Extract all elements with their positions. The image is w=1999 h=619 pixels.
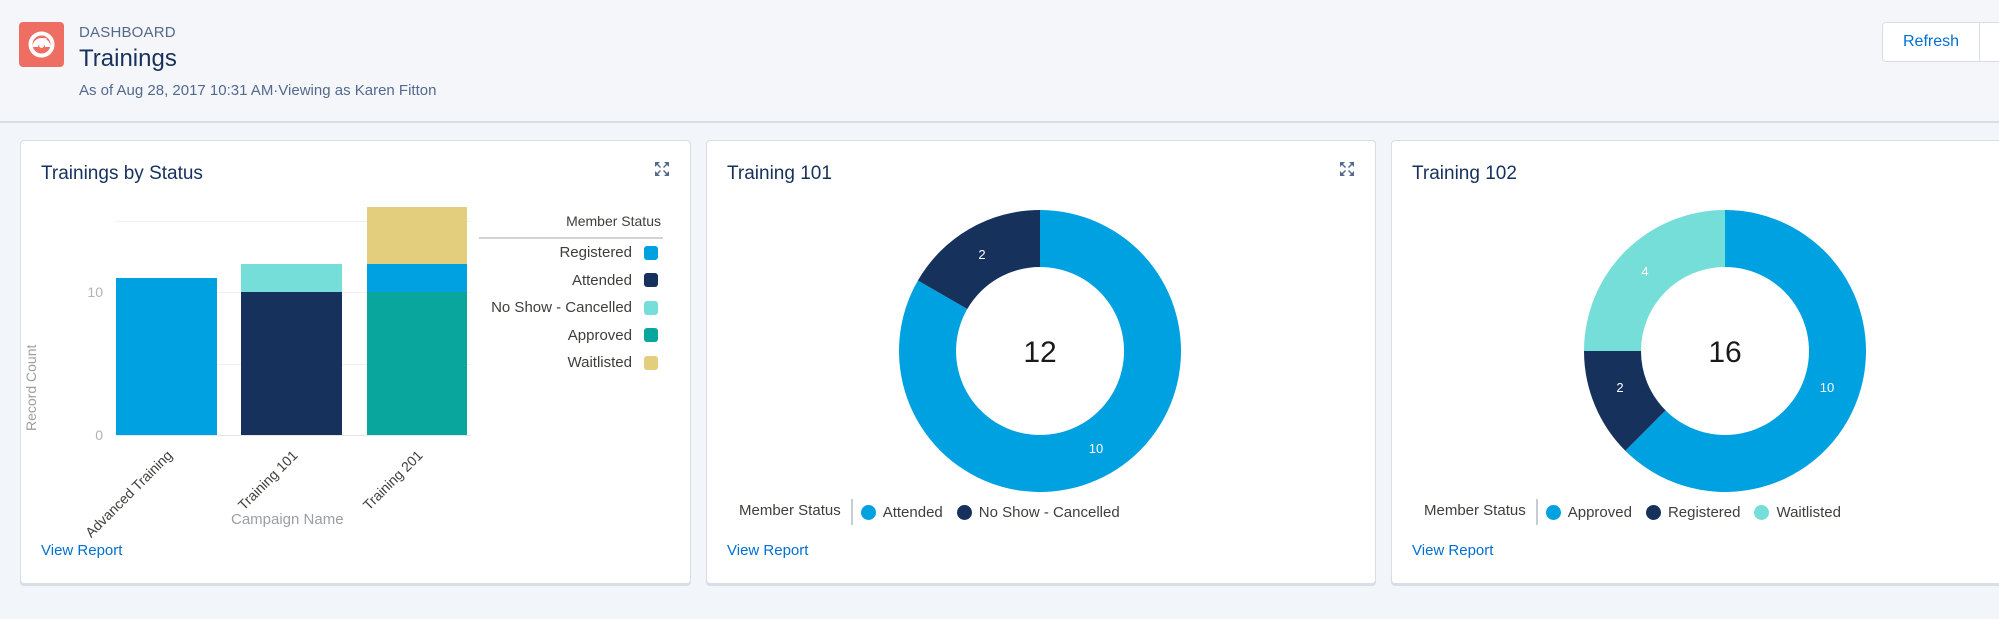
donut-total: 12 [1023,336,1056,369]
chart-legend: Member Status Registered Attended No Sho… [479,213,663,377]
legend-item-attended[interactable]: Attended [479,267,663,295]
legend-item-attended[interactable]: Attended [860,503,943,521]
view-report-link[interactable]: View Report [727,542,809,559]
bar-advanced-training-registered[interactable] [116,278,217,435]
bar-training-201-waitlisted[interactable] [367,207,467,264]
page-title: Trainings [79,45,177,72]
refresh-button[interactable]: Refresh [1883,23,1980,61]
slice-label-waitlisted: 4 [1641,264,1648,279]
legend-item-registered[interactable]: Registered [479,239,663,267]
legend-title: Member Status [1424,499,1538,525]
legend-dot [860,504,876,520]
slice-waitlisted[interactable] [1584,210,1725,351]
component-training-101: Training 101 12 10 2 Member Status Atten… [706,140,1376,584]
slice-attended[interactable] [899,210,1182,492]
card-title: Training 102 [1412,163,1517,184]
y-tick-10: 10 [87,284,103,300]
legend-item-no-show-cancelled[interactable]: No Show - Cancelled [956,503,1120,521]
slice-approved[interactable] [1625,210,1867,493]
legend-label: No Show - Cancelled [491,299,632,317]
view-report-link[interactable]: View Report [41,542,123,559]
legend-dot [1754,504,1770,520]
donut-total: 16 [1708,336,1741,369]
component-trainings-by-status: Trainings by Status Record Count 10 0 Ad… [20,140,691,584]
y-tick-0: 0 [95,427,103,443]
gridline-15 [116,221,471,222]
legend-swatch [644,355,658,370]
legend-swatch [644,245,658,260]
card-title: Trainings by Status [41,163,203,184]
dashboard-gauge-icon [19,22,64,67]
card-title: Training 101 [727,163,832,184]
legend-item-approved[interactable]: Approved [1545,503,1632,521]
legend-label: Waitlisted [1776,503,1841,521]
slice-label-attended: 10 [1089,441,1103,456]
legend-label: Approved [567,326,632,344]
page-header: DASHBOARD Trainings As of Aug 28, 2017 1… [0,0,1999,123]
donut-chart: 12 10 2 [899,210,1182,492]
slice-label-registered: 2 [1616,380,1623,395]
legend-label: Waitlisted [567,354,632,372]
chart-legend: Member Status Attended No Show - Cancell… [739,499,1134,525]
legend-dot [1645,504,1661,520]
legend-swatch [644,300,658,315]
legend-title: Member Status [739,499,853,525]
gridline-0 [116,435,471,436]
slice-no-show-cancelled[interactable] [917,210,1040,309]
legend-dot [956,504,972,520]
slice-registered[interactable] [1584,351,1666,451]
legend-label: Approved [1567,503,1632,521]
legend-label: Attended [571,271,632,289]
y-axis-title: Record Count [23,344,39,431]
page-type-label: DASHBOARD [79,24,176,41]
legend-item-waitlisted[interactable]: Waitlisted [1754,503,1841,521]
x-axis-title: Campaign Name [231,511,344,528]
legend-title: Member Status [479,213,663,239]
bar-training-101-attended[interactable] [241,292,342,435]
view-report-link[interactable]: View Report [1412,542,1494,559]
more-actions-button[interactable] [1979,23,1999,61]
legend-item-no-show-cancelled[interactable]: No Show - Cancelled [479,294,663,322]
legend-label: Registered [559,244,632,262]
legend-label: No Show - Cancelled [978,503,1120,521]
legend-label: Attended [882,503,943,521]
legend-swatch [644,328,658,343]
slice-label-approved: 10 [1820,380,1834,395]
bar-training-101-no-show-cancelled[interactable] [241,264,342,292]
expand-icon[interactable] [654,161,670,177]
legend-item-approved[interactable]: Approved [479,322,663,350]
x-tick-training-201: Training 201 [359,447,426,513]
dashboard-timestamp: As of Aug 28, 2017 10:31 AM·Viewing as K… [79,82,437,99]
bar-training-201-registered[interactable] [367,264,467,292]
legend-item-registered[interactable]: Registered [1645,503,1741,521]
header-button-group: Refresh [1882,22,1999,62]
donut-chart: 16 10 2 4 [1584,210,1867,493]
component-training-102: Training 102 16 10 2 4 Member Status App… [1391,140,1999,584]
chart-legend: Member Status Approved Registered Waitli… [1424,499,1855,525]
x-tick-advanced-training: Advanced Training [81,447,176,541]
legend-label: Registered [1667,503,1741,521]
x-tick-training-101: Training 101 [234,447,301,513]
slice-label-no-show: 2 [978,247,985,262]
legend-item-waitlisted[interactable]: Waitlisted [479,349,663,377]
legend-dot [1545,504,1561,520]
bar-training-201-approved[interactable] [367,292,467,435]
expand-icon[interactable] [1339,161,1355,177]
legend-swatch [644,273,658,288]
